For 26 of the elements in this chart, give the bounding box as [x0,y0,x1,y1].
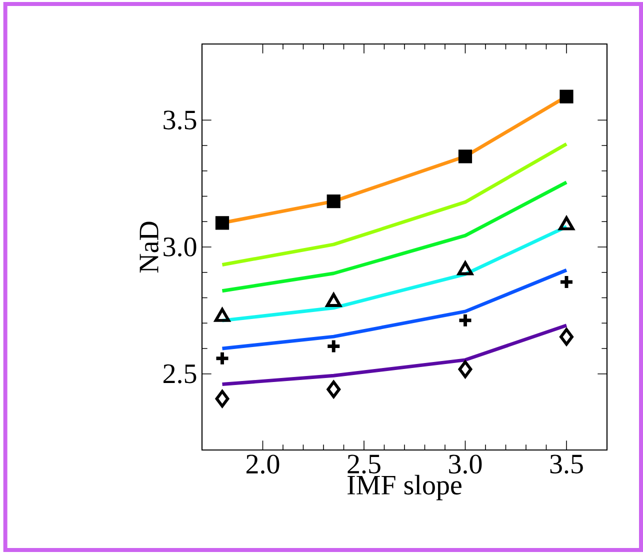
y-tick-label: 2.5 [164,364,196,384]
y-tick-label: 3.0 [164,238,196,257]
x-axis-title: IMF slope [348,474,462,500]
line-series [220,224,568,322]
point [458,360,472,378]
point [215,216,230,230]
point [458,150,472,164]
line-series [220,268,568,350]
x-tick-label: 3.5 [550,454,583,474]
y-axis-title: NaD [140,222,158,273]
point [560,328,574,346]
point [558,274,574,290]
point [214,350,230,366]
point [326,380,341,398]
point [458,312,473,328]
y-tick-label: 3.5 [164,110,196,130]
line-series [220,180,568,293]
x-tick-label: 3.0 [449,454,482,474]
line-series [220,324,568,386]
x-tick-label: 2.5 [348,454,380,474]
point [215,390,230,408]
point [560,90,574,104]
point [326,194,340,208]
line-series [220,142,568,266]
point [326,338,342,354]
x-tick-label: 2.0 [246,454,280,474]
